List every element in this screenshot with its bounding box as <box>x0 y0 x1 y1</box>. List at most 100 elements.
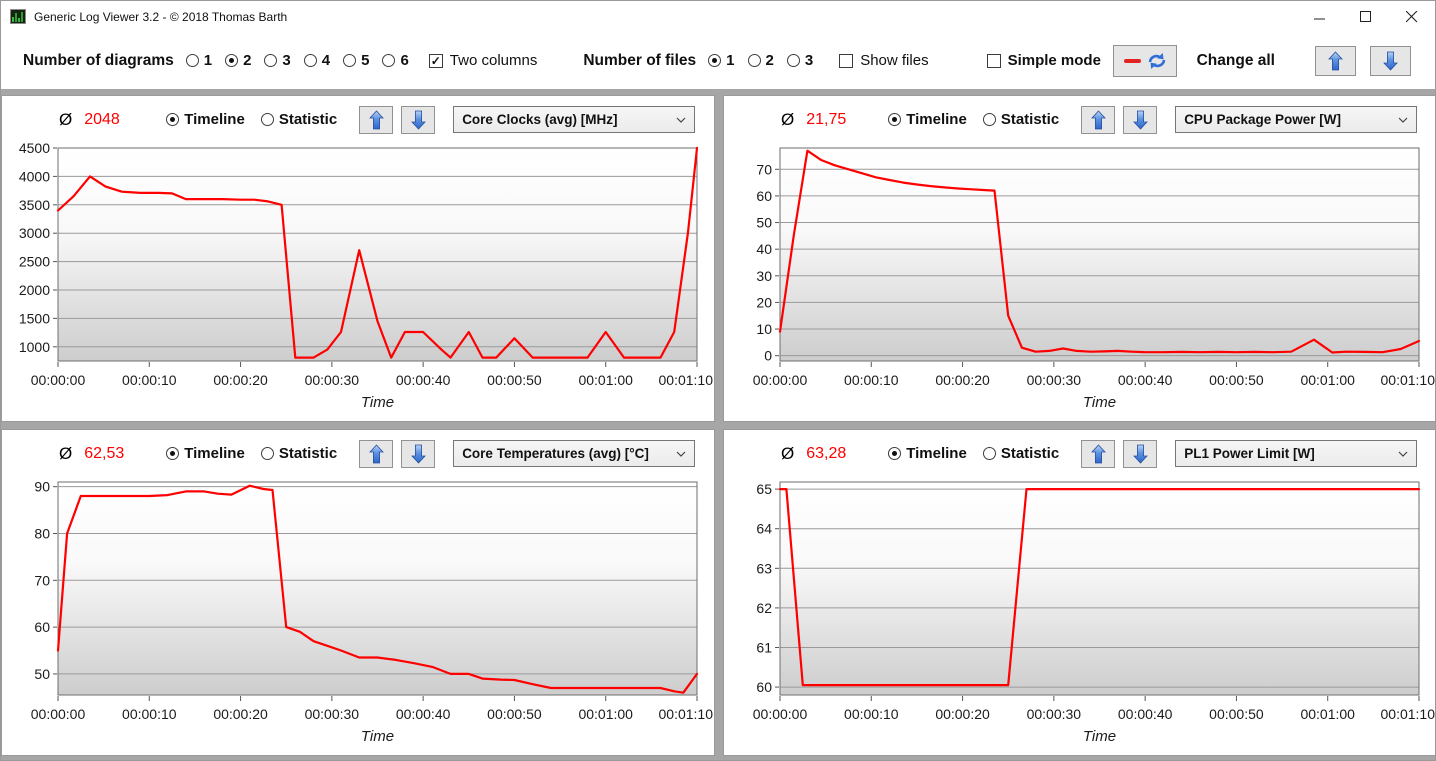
statistic-radio[interactable]: Statistic <box>982 445 1059 462</box>
diagrams-radio-group-option-6[interactable]: 6 <box>382 52 409 69</box>
arrow-down-icon <box>1383 51 1398 71</box>
move-down-button[interactable] <box>401 105 436 134</box>
svg-text:60: 60 <box>34 619 50 635</box>
metric-dropdown[interactable]: CPU Package Power [W] <box>1175 106 1418 133</box>
svg-text:70: 70 <box>756 161 772 177</box>
line-color-refresh-button[interactable] <box>1112 44 1177 77</box>
svg-text:00:00:30: 00:00:30 <box>1027 706 1082 722</box>
radio-icon <box>185 54 199 67</box>
radio-icon <box>260 447 274 460</box>
diagrams-radio-group-option-1[interactable]: 1 <box>185 52 212 69</box>
statistic-label: Statistic <box>278 445 338 462</box>
move-down-button[interactable] <box>1123 439 1158 468</box>
svg-text:3500: 3500 <box>19 197 50 213</box>
show-files-checkbox[interactable]: Show files <box>839 52 929 69</box>
svg-text:00:01:10: 00:01:10 <box>659 706 714 722</box>
svg-text:1500: 1500 <box>19 310 50 326</box>
app-icon <box>10 9 26 24</box>
simple-mode-label: Simple mode <box>1007 52 1101 69</box>
show-files-label: Show files <box>860 52 929 69</box>
svg-text:1000: 1000 <box>19 339 50 355</box>
arrow-up-icon <box>1090 109 1106 129</box>
svg-text:40: 40 <box>756 241 772 257</box>
panel-core-temperatures: Ø 62,53 Timeline Statistic Core Temperat… <box>1 429 715 756</box>
svg-text:00:00:40: 00:00:40 <box>396 706 451 722</box>
files-radio-group-option-3[interactable]: 3 <box>786 52 813 69</box>
panel-cpu-package-power: Ø 21,75 Timeline Statistic CPU Package P… <box>723 95 1436 422</box>
svg-text:10: 10 <box>756 321 772 337</box>
metric-dropdown-value: PL1 Power Limit [W] <box>1184 446 1315 461</box>
radio-icon <box>708 54 722 67</box>
metric-dropdown-value: CPU Package Power [W] <box>1184 112 1341 127</box>
arrow-up-icon <box>368 443 384 463</box>
move-up-button[interactable] <box>359 105 394 134</box>
change-all-label: Change all <box>1196 51 1275 69</box>
average-symbol: Ø <box>59 443 73 463</box>
svg-text:62: 62 <box>756 600 772 616</box>
change-all-up-button[interactable] <box>1315 45 1356 76</box>
svg-text:90: 90 <box>34 479 50 495</box>
metric-dropdown-value: Core Clocks (avg) [MHz] <box>462 112 618 127</box>
timeline-radio[interactable]: Timeline <box>888 445 967 462</box>
svg-text:00:00:20: 00:00:20 <box>213 706 268 722</box>
maximize-button[interactable] <box>1343 1 1389 32</box>
change-all-down-button[interactable] <box>1370 45 1411 76</box>
close-icon <box>1406 10 1418 22</box>
files-radio-group-option-1[interactable]: 1 <box>708 52 735 69</box>
svg-text:61: 61 <box>756 639 772 655</box>
move-down-button[interactable] <box>1123 105 1158 134</box>
radio-icon <box>382 54 396 67</box>
files-radio-group-option-2[interactable]: 2 <box>747 52 774 69</box>
average-symbol: Ø <box>781 443 795 463</box>
svg-text:80: 80 <box>34 525 50 541</box>
chart-pl1-power-limit: 60 61 62 63 64 65 00:00:00 00:00:10 00:00:20 00:0… <box>753 481 1435 745</box>
metric-dropdown[interactable]: Core Temperatures (avg) [°C] <box>453 440 696 467</box>
diagrams-radio-group-option-3[interactable]: 3 <box>264 52 291 69</box>
minimize-button[interactable] <box>1297 1 1343 32</box>
svg-text:2000: 2000 <box>19 282 50 298</box>
average-value: 21,75 <box>806 110 847 128</box>
svg-text:00:01:00: 00:01:00 <box>578 372 633 388</box>
timeline-label: Timeline <box>906 111 967 128</box>
move-up-button[interactable] <box>1081 439 1116 468</box>
diagrams-radio-group-option-5[interactable]: 5 <box>343 52 369 69</box>
radio-icon <box>982 113 996 126</box>
radio-icon <box>343 54 357 67</box>
svg-text:00:00:10: 00:00:10 <box>122 706 177 722</box>
svg-text:4000: 4000 <box>19 168 50 184</box>
timeline-radio[interactable]: Timeline <box>888 111 967 128</box>
metric-dropdown[interactable]: Core Clocks (avg) [MHz] <box>453 106 696 133</box>
svg-text:0: 0 <box>764 348 772 364</box>
move-up-button[interactable] <box>359 439 394 468</box>
chevron-down-icon <box>1398 117 1408 123</box>
charts-grid: Ø 2048 Timeline Statistic Core Clocks (a… <box>1 89 1436 760</box>
move-down-button[interactable] <box>401 439 436 468</box>
timeline-radio[interactable]: Timeline <box>166 111 245 128</box>
diagrams-radio-group-option-4[interactable]: 4 <box>303 52 331 69</box>
diagrams-radio-group-option-2[interactable]: 2 <box>225 52 251 69</box>
panel-header: Ø 62,53 Timeline Statistic Core Temperat… <box>2 430 714 477</box>
statistic-radio[interactable]: Statistic <box>260 111 337 128</box>
svg-text:00:00:50: 00:00:50 <box>1209 706 1264 722</box>
move-up-button[interactable] <box>1081 105 1116 134</box>
statistic-radio[interactable]: Statistic <box>982 111 1059 128</box>
timeline-label: Timeline <box>906 445 967 462</box>
radio-option-label: 6 <box>400 52 409 69</box>
radio-option-label: 4 <box>321 52 331 69</box>
svg-text:00:01:10: 00:01:10 <box>1381 372 1436 388</box>
svg-text:Time: Time <box>361 394 394 411</box>
close-button[interactable] <box>1389 1 1435 32</box>
timeline-radio[interactable]: Timeline <box>166 445 245 462</box>
simple-mode-checkbox[interactable]: Simple mode <box>986 52 1101 69</box>
statistic-radio[interactable]: Statistic <box>260 445 338 462</box>
radio-icon <box>888 447 902 460</box>
radio-icon <box>260 113 274 126</box>
svg-text:00:01:00: 00:01:00 <box>1300 372 1355 388</box>
metric-dropdown[interactable]: PL1 Power Limit [W] <box>1175 440 1418 467</box>
svg-text:00:00:10: 00:00:10 <box>844 706 899 722</box>
radio-option-label: 3 <box>282 52 291 69</box>
maximize-icon <box>1360 10 1371 22</box>
arrow-up-icon <box>1090 443 1106 463</box>
two-columns-checkbox[interactable]: ✓ Two columns <box>428 52 537 69</box>
